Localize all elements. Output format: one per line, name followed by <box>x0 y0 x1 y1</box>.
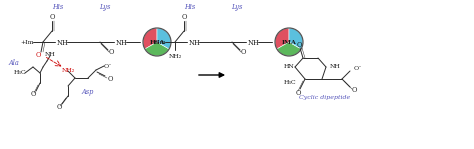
Text: NH₂: NH₂ <box>168 53 182 59</box>
Text: IMA: IMA <box>282 39 296 45</box>
Text: Ala: Ala <box>8 59 19 67</box>
Text: NH₂: NH₂ <box>61 69 74 73</box>
Text: HSA: HSA <box>149 39 164 45</box>
Text: O: O <box>296 41 302 49</box>
Text: H: H <box>252 39 258 47</box>
Text: Asp: Asp <box>82 88 94 96</box>
Wedge shape <box>145 42 169 56</box>
Text: Lys: Lys <box>231 3 243 11</box>
Text: Lys: Lys <box>100 3 111 11</box>
Text: NH: NH <box>45 52 55 58</box>
Text: N: N <box>248 39 254 47</box>
Text: H₃C: H₃C <box>283 80 296 86</box>
Text: O: O <box>49 13 55 21</box>
Text: O: O <box>351 86 357 94</box>
Text: N: N <box>116 39 122 47</box>
Text: O: O <box>107 75 113 83</box>
Text: H: H <box>120 39 126 47</box>
Text: +Im: +Im <box>152 39 165 45</box>
Text: H₃C: H₃C <box>14 70 27 76</box>
Text: His: His <box>184 3 196 11</box>
Text: NH: NH <box>330 65 341 69</box>
Text: O: O <box>181 13 187 21</box>
Wedge shape <box>157 28 171 49</box>
Wedge shape <box>289 28 303 49</box>
Wedge shape <box>143 28 157 49</box>
Text: +Im: +Im <box>20 39 34 45</box>
Wedge shape <box>277 42 301 56</box>
Wedge shape <box>275 28 289 49</box>
Text: O⁻: O⁻ <box>104 63 112 69</box>
Text: Cyclic dipeptide: Cyclic dipeptide <box>300 94 351 100</box>
Text: N: N <box>57 39 63 47</box>
Text: O: O <box>295 89 301 97</box>
Text: O: O <box>56 103 62 111</box>
Text: O: O <box>30 90 36 98</box>
Text: O: O <box>240 48 246 56</box>
Text: N: N <box>189 39 195 47</box>
Text: H: H <box>61 39 67 47</box>
Text: O: O <box>108 48 114 56</box>
Text: O: O <box>35 51 41 59</box>
Text: HN: HN <box>283 65 294 69</box>
Text: His: His <box>52 3 64 11</box>
Text: H: H <box>193 39 199 47</box>
Text: O⁻: O⁻ <box>354 66 363 72</box>
